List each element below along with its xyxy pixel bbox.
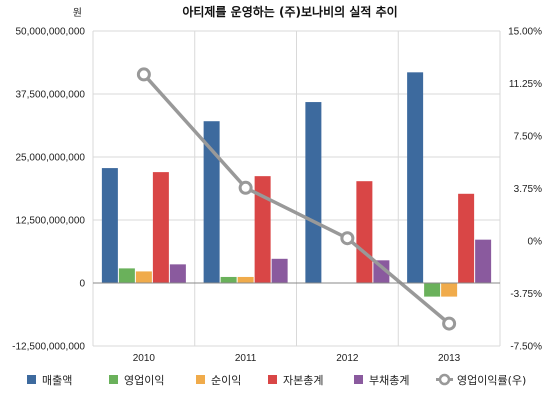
bar — [220, 276, 237, 283]
legend-swatch — [109, 375, 118, 384]
legend-label: 영업이익률(우) — [457, 374, 526, 387]
x-tick-label: 2010 — [133, 353, 156, 364]
y2-tick-label: 15.00% — [508, 27, 542, 38]
line-series — [136, 67, 457, 331]
bar — [356, 181, 373, 283]
legend-swatch — [354, 375, 363, 384]
bar — [424, 283, 441, 297]
line-point — [136, 67, 151, 82]
line-point — [442, 316, 457, 331]
bar — [203, 121, 220, 283]
x-tick-label: 2011 — [235, 353, 257, 364]
legend-swatch — [27, 375, 36, 384]
y-tick-label: -12,500,000,000 — [12, 342, 85, 353]
bar — [254, 176, 271, 283]
y-tick-label: 25,000,000,000 — [15, 153, 85, 164]
line-point — [238, 180, 253, 195]
y-tick-label: 0 — [79, 279, 85, 290]
axes: 50,000,000,000 37,500,000,000 25,000,000,0… — [12, 27, 542, 365]
legend-label: 부채총계 — [369, 374, 409, 387]
y-tick-label: 12,500,000,000 — [15, 216, 85, 227]
bar — [135, 271, 152, 283]
bar — [237, 276, 254, 283]
bar — [152, 172, 169, 283]
y2-tick-label: 0% — [528, 237, 543, 248]
chart-title: 아티제를 운영하는 (주)보나비의 실적 추이 — [182, 4, 397, 19]
legend-label: 자본총계 — [283, 374, 323, 387]
bar — [305, 102, 322, 284]
x-tick-label: 2013 — [438, 353, 461, 364]
y2-tick-label: -7.50% — [510, 342, 542, 353]
bar — [458, 193, 475, 283]
bar — [118, 268, 135, 283]
legend-swatch — [268, 375, 277, 384]
y2-tick-label: -3.75% — [510, 289, 542, 300]
y-tick-label: 37,500,000,000 — [15, 90, 85, 101]
bar — [407, 72, 424, 283]
bar — [101, 168, 118, 283]
bar — [441, 283, 458, 297]
line-path — [142, 73, 451, 325]
y2-tick-label: 7.50% — [514, 132, 542, 143]
y2-tick-label: 3.75% — [514, 184, 542, 195]
bar — [373, 260, 390, 283]
bars — [101, 72, 492, 297]
bar — [271, 258, 288, 283]
bar — [169, 264, 186, 283]
legend-label: 영업이익 — [124, 374, 164, 387]
legend-label: 매출액 — [42, 374, 72, 387]
legend-swatch-marker — [438, 373, 451, 386]
legend: 매출액 영업이익 순이익 자본총계 부채총계 영업이익률(우) — [27, 373, 526, 387]
y2-tick-label: 11.25% — [509, 79, 542, 90]
x-tick-label: 2012 — [336, 353, 359, 364]
legend-label: 순이익 — [211, 374, 241, 387]
y-axis-unit: 원 — [73, 7, 82, 19]
line-point — [340, 231, 355, 246]
bar — [475, 239, 492, 283]
y-tick-label: 50,000,000,000 — [15, 27, 85, 38]
legend-swatch — [196, 375, 205, 384]
